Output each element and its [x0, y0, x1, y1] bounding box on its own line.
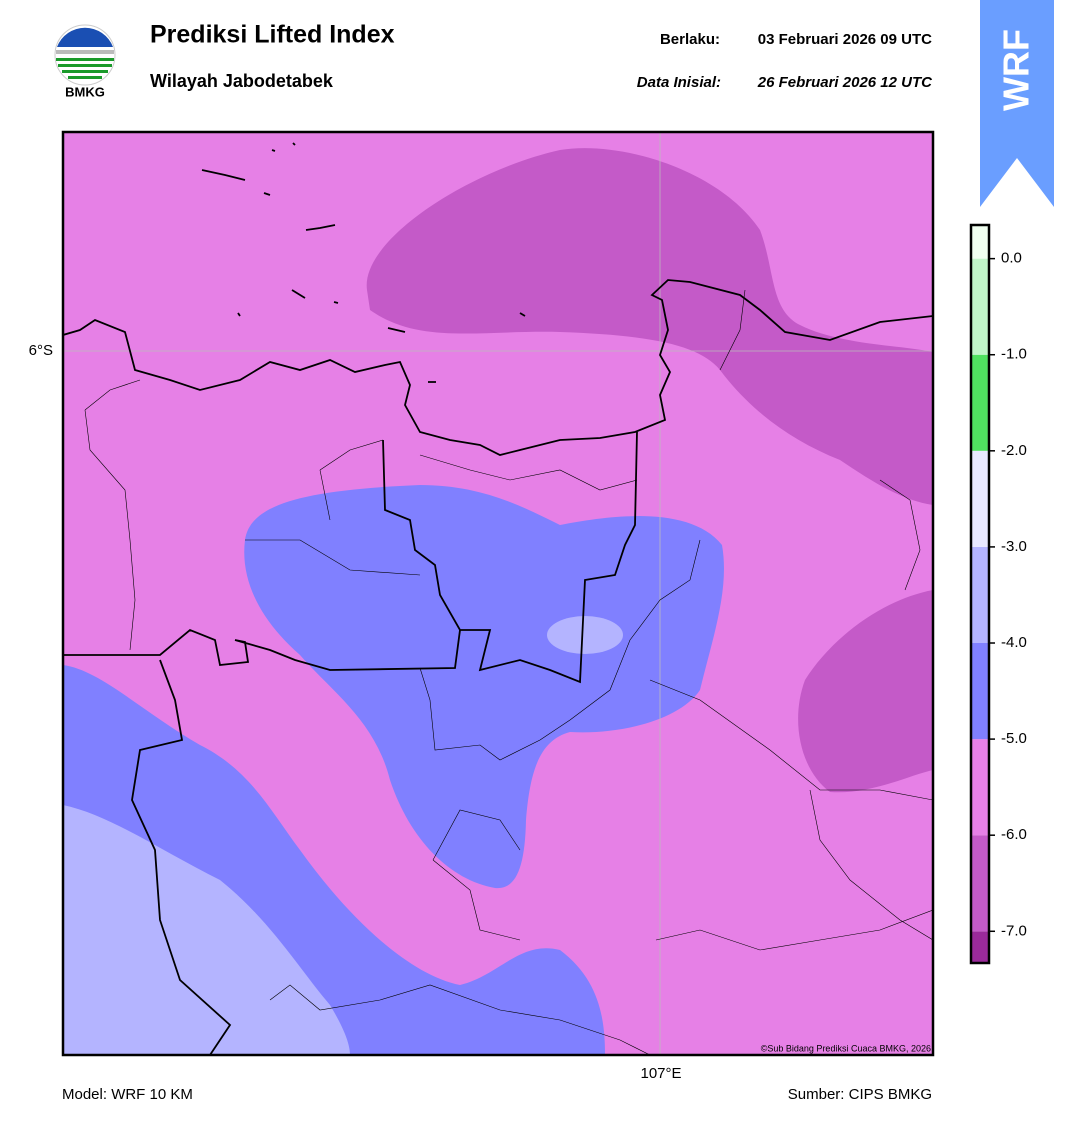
- map: ©Sub Bidang Prediksi Cuaca BMKG, 2026: [63, 132, 933, 1055]
- colorbar-bin: [971, 450, 989, 547]
- logo: BMKG: [54, 24, 116, 99]
- colorbar-tick-label: -7.0: [1001, 922, 1027, 939]
- credit: ©Sub Bidang Prediksi Cuaca BMKG, 2026: [761, 1043, 931, 1053]
- valid-label: Berlaku:: [660, 31, 720, 48]
- badge-text: WRF: [996, 29, 1037, 111]
- colorbar-bin: [971, 835, 989, 932]
- boundary: [382, 431, 638, 684]
- islands: [201, 142, 526, 383]
- colorbar-bin: [971, 258, 989, 355]
- colorbar-frame: [969, 223, 991, 965]
- colorbar-bin: [971, 739, 989, 836]
- colorbar-bin: [971, 931, 989, 963]
- boundary: [131, 659, 232, 1055]
- colorbar-tick-label: -6.0: [1001, 826, 1027, 843]
- district-boundary: [84, 289, 933, 1055]
- lat-label: 6°S: [29, 342, 53, 359]
- coastline: [63, 279, 933, 456]
- valid-time: 03 Februari 2026 09 UTC: [758, 31, 932, 48]
- colorbar-tick-label: -3.0: [1001, 538, 1027, 555]
- title: Prediksi Lifted Index: [150, 21, 395, 49]
- colorbar-bin: [971, 643, 989, 740]
- colorbar-tick-label: -2.0: [1001, 442, 1027, 459]
- colorbar-bin: [971, 225, 989, 259]
- subtitle: Wilayah Jabodetabek: [150, 71, 334, 91]
- init-label: Data Inisial:: [637, 74, 721, 91]
- colorbar-tick-label: -4.0: [1001, 634, 1027, 651]
- wrf-badge: WRF: [980, 0, 1054, 207]
- boundary: [63, 628, 461, 671]
- map-frame: [61, 130, 935, 1057]
- init-time: 26 Februari 2026 12 UTC: [757, 74, 933, 91]
- colorbar-bin: [971, 546, 989, 644]
- colorbar-bin: [971, 354, 989, 451]
- colorbar-tick-label: 0.0: [1001, 250, 1022, 267]
- logo-text: BMKG: [65, 84, 105, 99]
- lon-label: 107°E: [640, 1065, 681, 1082]
- colorbar-tick-label: -1.0: [1001, 346, 1027, 363]
- colorbar: 0.0 -1.0 -2.0 -3.0 -4.0 -5.0 -6.0 -7.0: [969, 223, 1027, 965]
- colorbar-tick-label: -5.0: [1001, 730, 1027, 747]
- model: Model: WRF 10 KM: [62, 1086, 193, 1103]
- source: Sumber: CIPS BMKG: [788, 1086, 932, 1103]
